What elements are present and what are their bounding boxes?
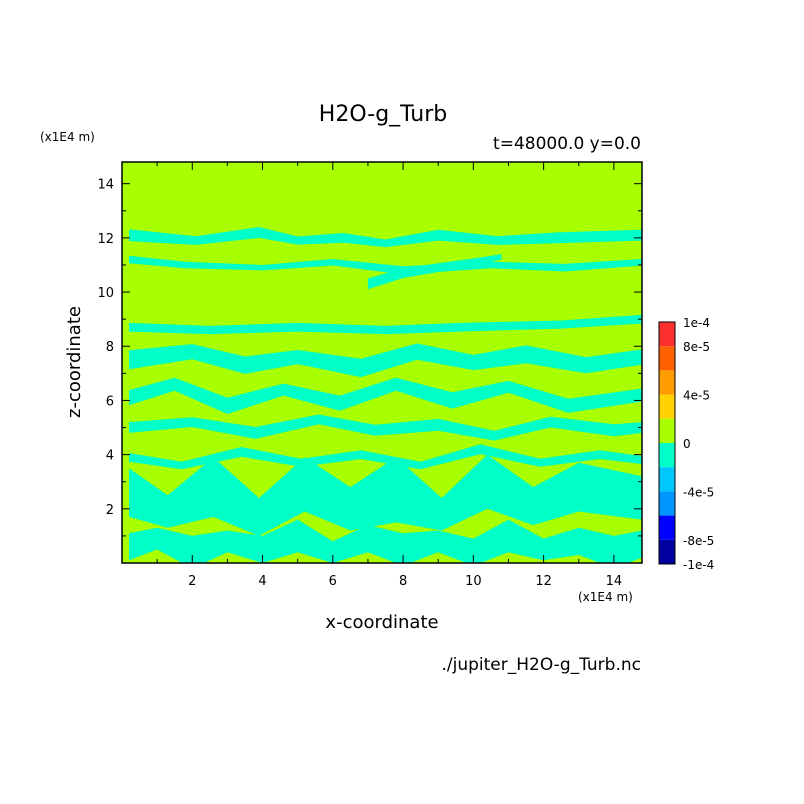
- colorbar-label: -1e-4: [683, 558, 714, 572]
- y-tick-label: 14: [97, 178, 114, 193]
- negative-region-8: [129, 444, 642, 470]
- colorbar: [658, 321, 676, 565]
- negative-region-3: [367, 254, 502, 290]
- y-tick-label: 4: [106, 449, 114, 464]
- chart-subtitle: t=48000.0 y=0.0: [493, 134, 641, 154]
- negative-regions: [129, 227, 642, 563]
- negative-region-1: [129, 227, 642, 248]
- colorbar-level-10: [659, 539, 675, 564]
- negative-region-5: [129, 343, 642, 378]
- y-axis-ticks: 2 4 6 8 10 12 14: [97, 178, 642, 537]
- colorbar-level-2: [659, 346, 675, 371]
- colorbar-level-9: [659, 515, 675, 540]
- negative-region-10: [129, 519, 642, 563]
- x-axis-label: x-coordinate: [325, 612, 438, 633]
- x-tick-label: 2: [188, 574, 196, 589]
- colorbar-label: -4e-5: [683, 485, 714, 499]
- colorbar-label: -8e-5: [683, 534, 714, 548]
- colorbar-label: 8e-5: [683, 340, 710, 354]
- colorbar-label: 1e-4: [683, 316, 710, 330]
- chart-title: H2O-g_Turb: [319, 102, 447, 127]
- x-units-label: (x1E4 m): [578, 590, 633, 604]
- x-tick-label: 14: [606, 574, 623, 589]
- y-tick-label: 2: [106, 503, 114, 518]
- y-axis-label: z-coordinate: [64, 306, 85, 418]
- colorbar-level-5: [659, 418, 675, 443]
- y-tick-label: 8: [106, 340, 114, 355]
- colorbar-label: 0: [683, 437, 691, 451]
- x-tick-label: 10: [465, 574, 482, 589]
- colorbar-labels: 1e-4 8e-5 4e-5 0 -4e-5 -8e-5 -1e-4: [683, 316, 714, 572]
- negative-region-9: [129, 454, 642, 536]
- plot-frame: [121, 161, 643, 564]
- negative-region-6: [129, 377, 642, 414]
- y-tick-label: 6: [106, 394, 114, 409]
- x-axis-ticks: 2 4 6 8 10 12 14: [156, 162, 623, 589]
- x-tick-label: 8: [399, 574, 407, 589]
- x-tick-label: 4: [258, 574, 266, 589]
- negative-region-4: [129, 314, 642, 335]
- colorbar-level-3: [659, 370, 675, 395]
- y-tick-label: 12: [97, 232, 114, 247]
- colorbar-frame: [658, 321, 676, 565]
- negative-region-2: [129, 255, 642, 275]
- negative-region-7: [129, 414, 642, 441]
- footer-filename: ./jupiter_H2O-g_Turb.nc: [441, 655, 641, 675]
- colorbar-level-7: [659, 467, 675, 492]
- colorbar-level-4: [659, 394, 675, 419]
- x-tick-label: 6: [329, 574, 337, 589]
- colorbar-label: 4e-5: [683, 389, 710, 403]
- colorbar-level-1: [659, 322, 675, 347]
- y-units-label: (x1E4 m): [40, 130, 95, 144]
- colorbar-level-6: [659, 443, 675, 468]
- y-tick-label: 10: [97, 286, 114, 301]
- x-tick-label: 12: [535, 574, 552, 589]
- colorbar-level-8: [659, 491, 675, 516]
